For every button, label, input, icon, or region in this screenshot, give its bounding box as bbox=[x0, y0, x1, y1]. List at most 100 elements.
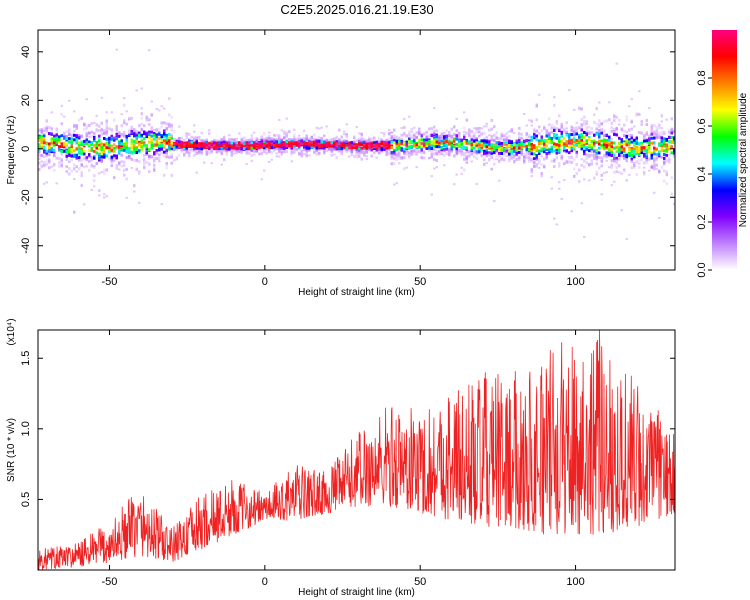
heatmap-cell bbox=[175, 158, 178, 161]
heatmap-cell bbox=[590, 162, 593, 166]
colorbar-gradient bbox=[712, 30, 737, 270]
heatmap-cell bbox=[435, 151, 438, 155]
heatmap-cell bbox=[58, 156, 61, 160]
heatmap-cell bbox=[80, 183, 83, 186]
heatmap-cell bbox=[118, 152, 121, 155]
heatmap-cell bbox=[285, 150, 288, 154]
heatmap-cell bbox=[95, 129, 98, 133]
heatmap-cell bbox=[623, 156, 626, 160]
heatmap-cell bbox=[540, 172, 543, 176]
heatmap-cell bbox=[365, 145, 368, 149]
heatmap-cell bbox=[163, 141, 166, 145]
heatmap-cell bbox=[490, 138, 493, 142]
heatmap-cell bbox=[538, 149, 541, 153]
heatmap-cell bbox=[383, 146, 386, 149]
heatmap-cell bbox=[540, 147, 543, 151]
heatmap-cell bbox=[50, 147, 53, 151]
heatmap-cell bbox=[75, 141, 78, 145]
heatmap-cell bbox=[523, 143, 526, 147]
heatmap-cell bbox=[585, 154, 588, 158]
heatmap-cell bbox=[75, 170, 78, 173]
heatmap-cell bbox=[665, 137, 668, 141]
heatmap-cell bbox=[600, 159, 603, 163]
heatmap-cell bbox=[470, 148, 473, 152]
heatmap-cell bbox=[393, 134, 396, 138]
heatmap-cell bbox=[98, 129, 101, 133]
heatmap-cell bbox=[345, 139, 348, 143]
heatmap-cell bbox=[518, 139, 521, 143]
heatmap-cell bbox=[638, 112, 641, 116]
heatmap-cell bbox=[40, 145, 43, 149]
heatmap-cell bbox=[108, 144, 111, 148]
heatmap-cell bbox=[278, 149, 281, 153]
heatmap-cell bbox=[485, 145, 488, 149]
heatmap-cell bbox=[383, 140, 386, 144]
heatmap-cell bbox=[145, 135, 148, 139]
heatmap-cell bbox=[523, 141, 526, 145]
heatmap-cell bbox=[485, 124, 488, 128]
heatmap-cell bbox=[560, 139, 563, 143]
heatmap-cell bbox=[310, 135, 313, 139]
heatmap-cell bbox=[145, 118, 148, 122]
heatmap-cell bbox=[335, 155, 338, 159]
heatmap-cell bbox=[590, 159, 593, 163]
heatmap-cell bbox=[390, 135, 393, 139]
heatmap-cell bbox=[485, 151, 488, 155]
heatmap-cell bbox=[135, 147, 138, 151]
heatmap-cell bbox=[615, 133, 618, 137]
heatmap-cell bbox=[488, 151, 491, 155]
heatmap-cell bbox=[508, 159, 511, 163]
heatmap-cell bbox=[273, 133, 276, 136]
heatmap-cell bbox=[135, 131, 138, 135]
heatmap-cell bbox=[48, 125, 51, 129]
heatmap-cell bbox=[138, 160, 141, 164]
heatmap-cell bbox=[173, 145, 176, 149]
heatmap-cell bbox=[248, 139, 251, 143]
heatmap-cell bbox=[345, 133, 348, 137]
heatmap-cell bbox=[378, 149, 381, 153]
heatmap-cell bbox=[668, 140, 671, 144]
heatmap-cell bbox=[403, 156, 406, 160]
heatmap-cell bbox=[598, 146, 601, 150]
heatmap-cell bbox=[508, 141, 511, 145]
heatmap-cell bbox=[40, 132, 43, 135]
heatmap-cell bbox=[315, 146, 318, 150]
heatmap-cell bbox=[585, 153, 588, 156]
heatmap-cell bbox=[228, 144, 231, 148]
heatmap-cell bbox=[373, 136, 376, 140]
heatmap-cell bbox=[138, 140, 141, 144]
heatmap-cell bbox=[268, 131, 271, 134]
heatmap-cell bbox=[543, 165, 546, 169]
heatmap-cell bbox=[353, 135, 356, 139]
heatmap-cell bbox=[493, 151, 496, 155]
heatmap-cell bbox=[433, 139, 436, 143]
heatmap-cell bbox=[433, 147, 436, 151]
heatmap-cell bbox=[655, 132, 658, 136]
heatmap-cell bbox=[185, 149, 188, 153]
heatmap-cell bbox=[178, 153, 181, 157]
heatmap-cell bbox=[485, 140, 488, 144]
heatmap-cell bbox=[380, 147, 383, 151]
heatmap-cell bbox=[175, 145, 178, 149]
heatmap-cell bbox=[595, 156, 598, 160]
heatmap-cell bbox=[285, 143, 288, 147]
heatmap-cell bbox=[73, 124, 76, 128]
heatmap-cell bbox=[85, 131, 88, 135]
heatmap-cell bbox=[430, 147, 433, 151]
heatmap-cell bbox=[170, 136, 173, 140]
heatmap-cell bbox=[548, 117, 551, 121]
heatmap-cell bbox=[305, 149, 308, 152]
heatmap-cell bbox=[583, 145, 586, 149]
heatmap-cell bbox=[345, 139, 348, 143]
heatmap-cell bbox=[223, 146, 226, 150]
heatmap-cell bbox=[180, 143, 183, 147]
heatmap-cell bbox=[40, 160, 43, 163]
spectrogram-x-tick-label: -50 bbox=[102, 276, 118, 288]
heatmap-cell bbox=[605, 142, 608, 146]
heatmap-cell bbox=[118, 146, 121, 150]
heatmap-cell bbox=[615, 158, 618, 162]
heatmap-cell bbox=[88, 132, 91, 136]
heatmap-cell bbox=[383, 140, 386, 144]
heatmap-cell bbox=[395, 157, 398, 161]
